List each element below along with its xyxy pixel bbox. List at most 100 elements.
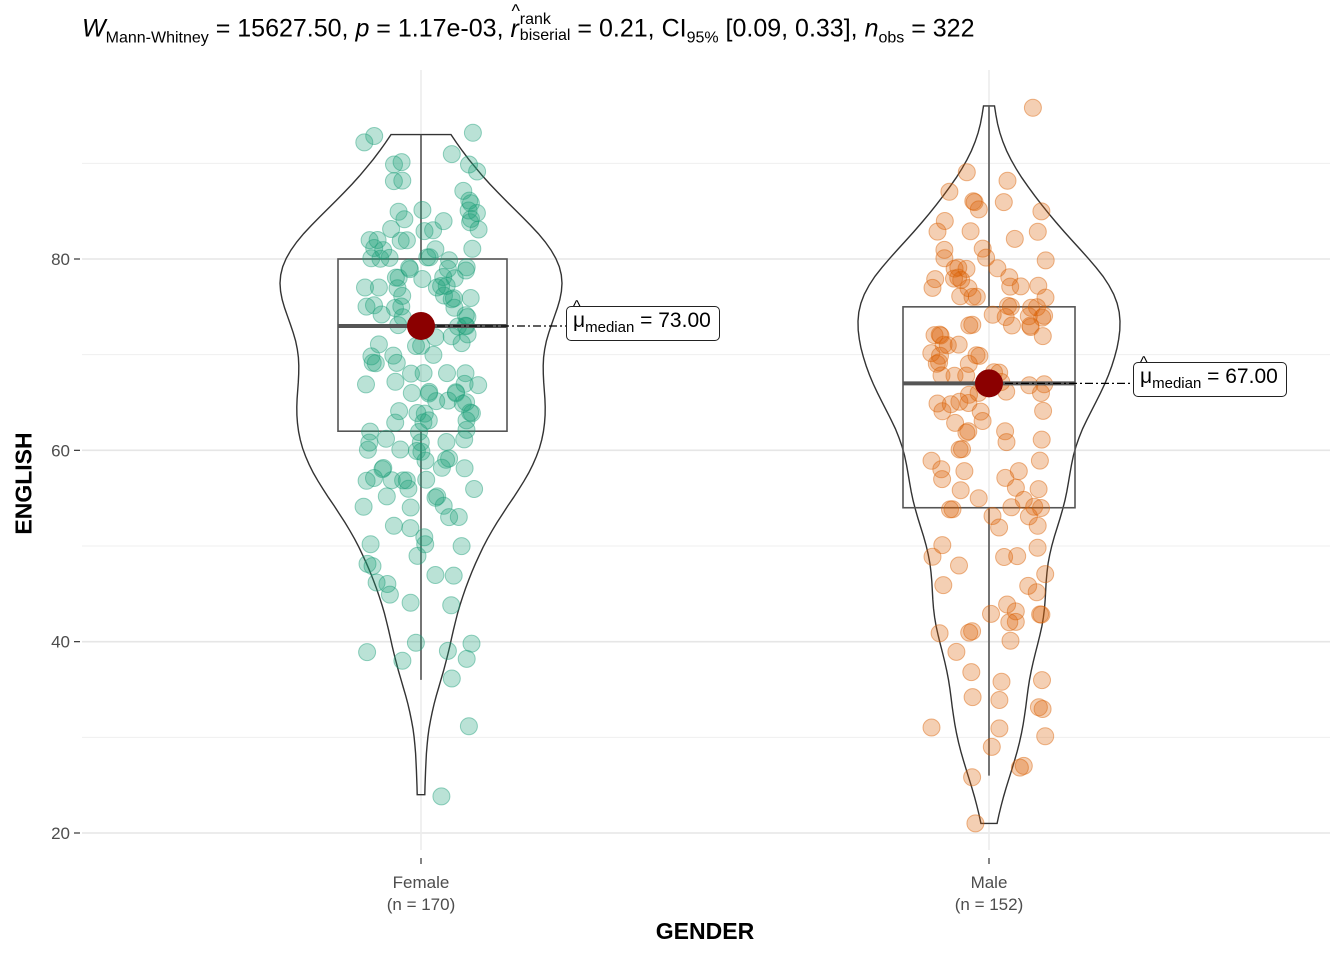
data-point bbox=[399, 479, 418, 498]
data-point bbox=[356, 278, 374, 297]
data-point bbox=[449, 508, 468, 526]
data-point bbox=[964, 192, 983, 211]
data-point bbox=[365, 296, 383, 315]
data-point bbox=[1003, 316, 1021, 335]
data-point bbox=[384, 172, 403, 191]
data-point bbox=[1035, 306, 1054, 325]
data-point bbox=[393, 651, 412, 670]
median-label-male: ^ μmedian = 67.00 bbox=[1133, 354, 1287, 398]
data-point bbox=[389, 202, 408, 221]
data-point bbox=[461, 289, 480, 307]
title-p-symbol: p bbox=[355, 14, 370, 43]
data-point bbox=[432, 277, 451, 295]
data-point bbox=[457, 411, 476, 430]
data-point bbox=[922, 344, 941, 363]
data-point bbox=[407, 337, 425, 355]
data-point bbox=[357, 297, 376, 316]
data-point bbox=[959, 422, 978, 441]
data-point bbox=[983, 305, 1002, 324]
data-point bbox=[440, 251, 459, 270]
data-point bbox=[360, 231, 379, 250]
data-point bbox=[461, 213, 480, 232]
data-point bbox=[927, 354, 946, 373]
data-point bbox=[933, 536, 952, 555]
hat-icon: ^ bbox=[573, 298, 581, 315]
title-effsize-superscript: rank bbox=[519, 11, 551, 28]
data-point bbox=[462, 404, 481, 423]
data-point bbox=[361, 535, 380, 554]
data-point bbox=[440, 449, 459, 468]
data-point bbox=[998, 171, 1017, 190]
box-male bbox=[902, 306, 1076, 509]
chart-title: WMann-Whitney = 15627.50, p = 1.17e-03, … bbox=[82, 0, 975, 47]
data-point bbox=[371, 249, 390, 268]
data-point bbox=[401, 593, 420, 612]
data-point bbox=[923, 547, 942, 566]
data-point bbox=[963, 315, 982, 334]
data-point bbox=[400, 260, 419, 279]
data-point bbox=[1032, 384, 1050, 402]
data-point bbox=[962, 663, 981, 682]
data-point bbox=[357, 471, 376, 490]
data-point bbox=[983, 507, 1002, 525]
data-point bbox=[366, 354, 385, 373]
data-point bbox=[1032, 499, 1050, 517]
data-point bbox=[1028, 298, 1046, 317]
data-point bbox=[427, 392, 446, 411]
data-point bbox=[460, 155, 478, 174]
data-point bbox=[362, 347, 381, 366]
median-label-subscript: median bbox=[585, 319, 635, 337]
data-point bbox=[401, 498, 420, 517]
data-point bbox=[960, 385, 978, 404]
data-point bbox=[1028, 538, 1047, 557]
data-point bbox=[970, 346, 989, 365]
data-point bbox=[418, 248, 437, 267]
data-point bbox=[426, 488, 445, 507]
data-point bbox=[960, 316, 979, 335]
data-point bbox=[459, 717, 478, 736]
data-point bbox=[938, 336, 957, 355]
title-statistic-subscript: Mann-Whitney bbox=[105, 29, 209, 47]
data-point bbox=[1032, 202, 1051, 221]
violin-female bbox=[279, 133, 563, 796]
data-point bbox=[966, 814, 985, 833]
data-point bbox=[959, 394, 978, 412]
data-point bbox=[391, 440, 410, 459]
data-point bbox=[361, 422, 380, 441]
median-label-subscript: median bbox=[1152, 375, 1202, 393]
data-point bbox=[977, 248, 996, 267]
data-point bbox=[460, 191, 479, 210]
data-point bbox=[392, 297, 411, 316]
data-point bbox=[996, 422, 1015, 441]
data-point bbox=[393, 286, 412, 305]
data-point bbox=[1021, 316, 1040, 335]
data-point bbox=[457, 258, 476, 277]
median-label-symbol: μ bbox=[1140, 365, 1153, 388]
group-female bbox=[279, 123, 566, 806]
data-point bbox=[367, 573, 386, 592]
data-point bbox=[941, 395, 960, 414]
data-point bbox=[950, 556, 968, 575]
data-point bbox=[365, 239, 384, 257]
data-point bbox=[437, 276, 456, 295]
data-point bbox=[932, 460, 951, 479]
x-axis-label: GENDER bbox=[655, 918, 755, 944]
data-point bbox=[969, 200, 988, 219]
median-point bbox=[975, 369, 1003, 398]
title-effsize-symbol: r bbox=[510, 14, 519, 43]
median-point bbox=[407, 311, 435, 340]
data-point bbox=[955, 462, 974, 481]
data-point bbox=[378, 575, 397, 593]
data-point bbox=[416, 535, 435, 554]
box-female bbox=[337, 258, 508, 432]
data-point bbox=[1001, 277, 1020, 296]
data-point bbox=[951, 481, 970, 500]
data-point bbox=[454, 181, 473, 200]
grid bbox=[82, 70, 1330, 850]
data-point bbox=[945, 269, 963, 288]
data-point bbox=[395, 210, 414, 229]
x-tick-count-label: (n = 170) bbox=[387, 895, 456, 914]
data-point bbox=[1029, 276, 1048, 295]
data-point bbox=[447, 384, 466, 403]
y-tick-label: 80 bbox=[51, 250, 70, 269]
